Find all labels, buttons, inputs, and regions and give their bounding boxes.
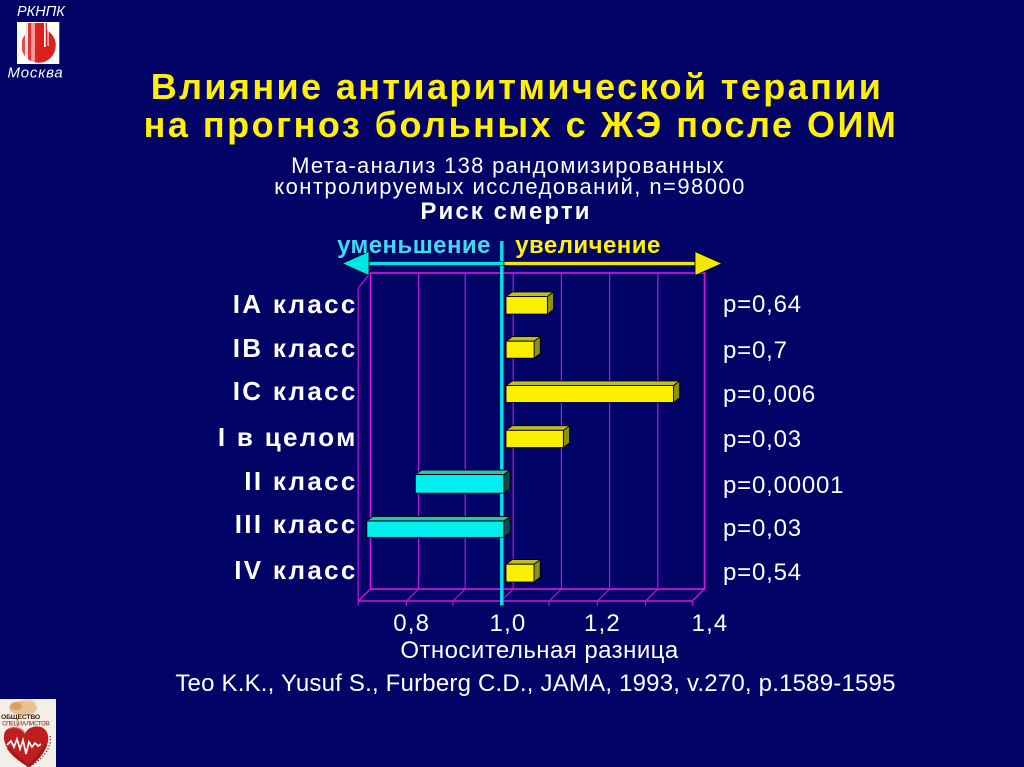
svg-text:ОБЩЕСТВО: ОБЩЕСТВО [1, 714, 40, 721]
svg-text:РКНПК: РКНПК [17, 4, 66, 20]
svg-text:Москва: Москва [8, 65, 64, 82]
svg-text:СПЕЦИАЛИСТОВ: СПЕЦИАЛИСТОВ [2, 722, 50, 728]
